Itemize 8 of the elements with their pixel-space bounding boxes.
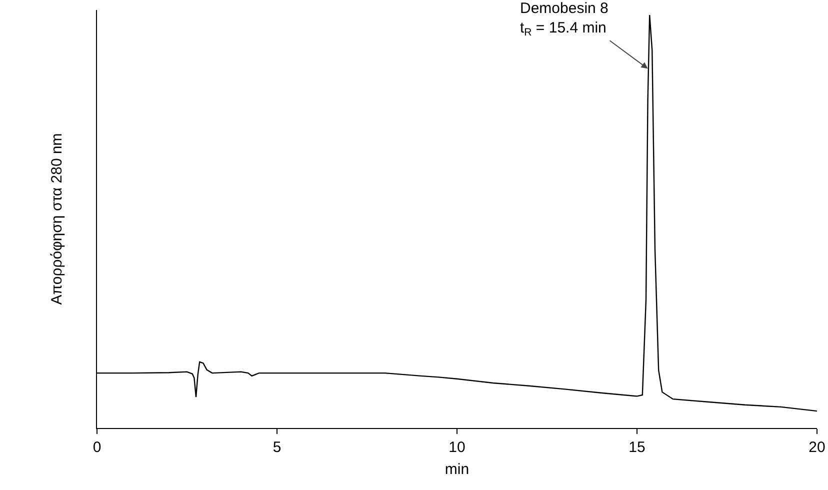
annotation: Demobesin 8 t$_{R}$ = 15.4 min	[520, 0, 608, 39]
x-tick-label: 15	[628, 439, 646, 456]
x-axis-title: min	[444, 461, 470, 478]
x-tick-label: 20	[808, 439, 826, 456]
x-tick-label: 0	[92, 439, 102, 456]
y-axis-title: Απορρόφηση στα 280 nm	[48, 133, 66, 305]
x-tick-label: 5	[272, 439, 282, 456]
x-tick-label: 10	[448, 439, 466, 456]
